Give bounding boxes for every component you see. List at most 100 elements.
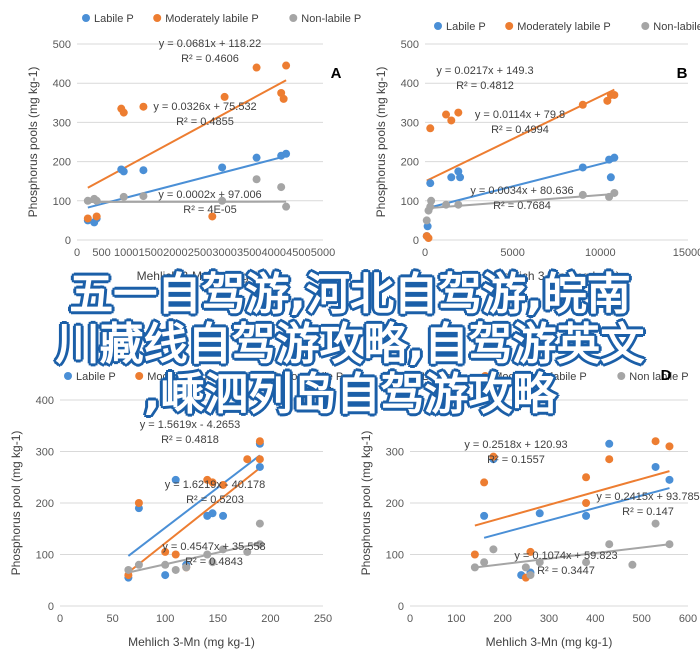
data-point (134, 499, 143, 507)
regression-equation: y = 0.0034x + 80.636 (470, 185, 573, 197)
r-squared-label: R² = 4E-05 (183, 204, 237, 216)
y-tick-label: 300 (401, 117, 419, 129)
x-tick-label: 4500 (286, 247, 310, 259)
legend-entry: Labile P (94, 13, 134, 25)
data-point (282, 202, 291, 211)
x-tick-label: 200 (493, 613, 511, 625)
y-tick-label: 100 (36, 550, 54, 562)
y-tick-label: 400 (36, 395, 54, 407)
data-point (426, 124, 435, 133)
trendline (127, 454, 261, 557)
data-point (605, 439, 614, 448)
regression-equation: y = 0.0002x + 97.006 (158, 189, 261, 201)
y-axis-title: Phosphorus pools (mg kg-1) (374, 67, 388, 218)
data-point (139, 166, 148, 175)
data-point (526, 547, 535, 556)
y-tick-label: 500 (53, 39, 71, 51)
x-tick-label: 3000 (212, 247, 236, 259)
y-tick-label: 200 (401, 157, 419, 169)
data-point (279, 94, 288, 103)
data-point (427, 196, 436, 205)
r-squared-label: R² = 0.4994 (491, 124, 549, 136)
data-point (651, 462, 660, 471)
data-point (665, 442, 674, 451)
x-tick-label: 4000 (262, 247, 286, 259)
data-point (92, 196, 101, 205)
panel-letter: B (677, 65, 688, 82)
data-point (139, 192, 148, 201)
data-point (489, 452, 498, 461)
data-point (161, 571, 170, 580)
data-point (535, 558, 544, 567)
y-tick-label: 0 (398, 601, 404, 613)
x-tick-label: 0 (407, 613, 413, 625)
legend-entry: Non labile P (629, 371, 688, 383)
data-point (447, 116, 456, 125)
data-point (447, 173, 456, 182)
y-axis-title: Phosphorus pool (mg kg-1) (9, 431, 23, 576)
data-point (610, 90, 619, 99)
data-point (521, 563, 530, 572)
legend-entry: Labile P (76, 371, 116, 383)
data-point (171, 550, 180, 559)
data-point (243, 455, 252, 464)
data-point (171, 565, 180, 574)
data-point (255, 519, 264, 528)
data-point (161, 560, 170, 569)
data-point (83, 214, 92, 223)
r-squared-label: R² = 0.4843 (185, 556, 243, 568)
legend-entry: Moderately labile P (493, 371, 587, 383)
data-point (535, 509, 544, 518)
data-point (139, 102, 148, 111)
legend-entry: Non-labile P (653, 21, 700, 33)
data-point (665, 475, 674, 484)
r-squared-label: R² = 0.147 (622, 506, 674, 518)
x-tick-label: 500 (632, 613, 650, 625)
data-point (526, 571, 535, 580)
data-point (610, 153, 619, 162)
data-point (134, 560, 143, 569)
x-axis-title: Mehlich 3-Mn (mg kg-1) (128, 635, 255, 649)
data-point (422, 216, 431, 225)
y-tick-label: 500 (401, 39, 419, 51)
trendline (128, 542, 261, 574)
data-point (252, 153, 261, 162)
x-axis-title: Mehlich 3-Mn (mg kg-1) (486, 635, 613, 649)
y-tick-label: 200 (36, 498, 54, 510)
data-point (578, 190, 587, 199)
r-squared-label: R² = 0.4812 (456, 80, 514, 92)
legend-entry: Labile P (446, 21, 486, 33)
data-point (218, 163, 227, 172)
legend-entry: Labile P (422, 371, 462, 383)
data-point (219, 545, 228, 554)
x-tick-label: 15000 (673, 247, 700, 259)
y-axis-title: Phosphorus pools (mg kg-1) (26, 67, 40, 218)
data-point (255, 455, 264, 464)
x-tick-label: 2000 (163, 247, 187, 259)
y-tick-label: 400 (386, 395, 404, 407)
legend-marker (641, 22, 650, 30)
r-squared-label: R² = 0.5203 (186, 494, 244, 506)
panel-d: 0 100 200 300 400 0 100 200 300 400 500 600 Mehlich … (359, 367, 700, 649)
r-squared-label: R² = 0.3447 (537, 565, 595, 577)
data-point (255, 462, 264, 471)
legend-marker (434, 22, 442, 30)
data-point (119, 167, 128, 176)
trendline (474, 543, 670, 569)
legend-marker (64, 372, 72, 380)
x-tick-label: 5000 (311, 247, 335, 259)
data-point (92, 212, 101, 221)
data-point (119, 192, 128, 201)
legend-marker (82, 14, 90, 22)
x-tick-label: 0 (74, 247, 80, 259)
data-point (171, 475, 180, 484)
legend-marker (289, 14, 298, 22)
data-point (628, 560, 637, 569)
x-tick-label: 400 (586, 613, 604, 625)
data-point (220, 92, 229, 101)
data-point (426, 179, 435, 188)
data-point (665, 540, 674, 549)
y-tick-label: 100 (53, 196, 71, 208)
r-squared-label: R² = 0.7684 (493, 200, 551, 212)
